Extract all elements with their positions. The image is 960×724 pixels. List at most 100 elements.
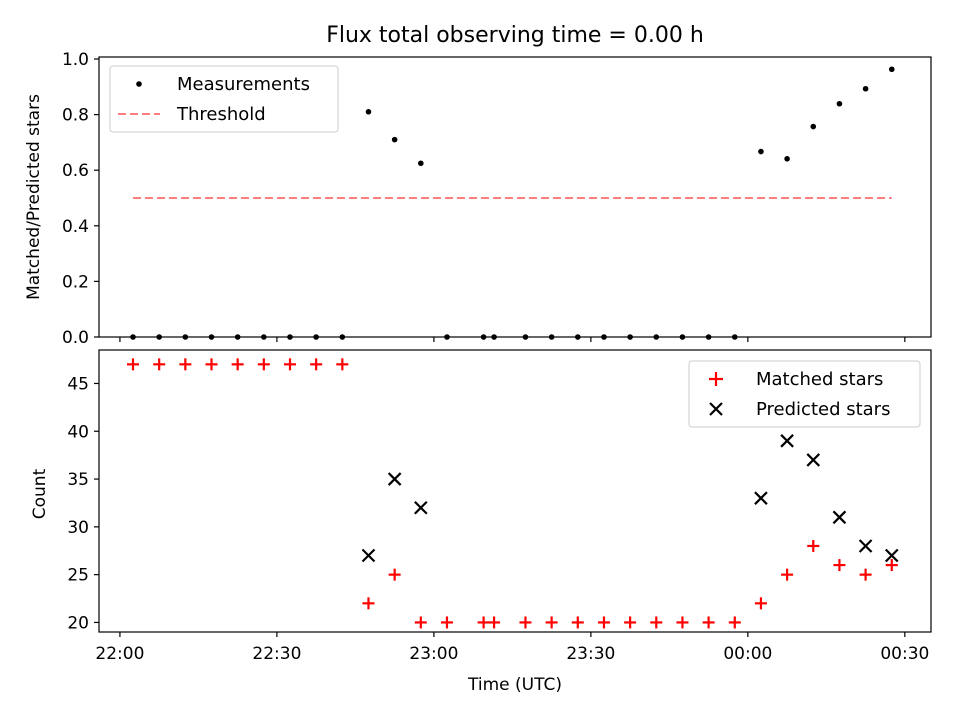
top-panel-frame (98, 56, 932, 338)
predicted-star-point (414, 500, 428, 515)
matched-star-point (336, 358, 349, 371)
matched-star-point (650, 616, 663, 629)
top-y-tick-label: 0.4 (62, 217, 89, 237)
matched-star-point (597, 616, 610, 629)
matched-star-point (362, 597, 375, 610)
predicted-star-point (858, 539, 873, 553)
matched-star-point (728, 616, 741, 629)
matched-star-point (179, 358, 192, 371)
x-tick-label: 23:00 (409, 644, 458, 664)
matched-star-point (754, 597, 767, 610)
matched-star-point (127, 358, 140, 371)
bottom-legend: Matched stars Predicted stars (688, 360, 921, 428)
bottom-y-ticks: 20 25 30 35 40 45 (67, 374, 99, 633)
top-legend: Measurements Threshold (109, 65, 339, 133)
bottom-panel: 20 25 30 35 40 45 22:00 22:30 23:00 23:30 00:00 00… (30, 349, 932, 695)
matched-star-point (153, 358, 166, 371)
matched-star-point (624, 616, 637, 629)
legend-predicted-label: Predicted stars (756, 399, 890, 420)
matched-star-point (205, 358, 218, 371)
matched-star-point (833, 559, 846, 572)
predicted-star-point (361, 548, 376, 563)
measurement-point (480, 334, 487, 340)
matched-star-point (257, 358, 270, 371)
matched-star-point (702, 616, 715, 629)
x-axis-label: Time (UTC) (467, 675, 562, 695)
measurement-point (339, 334, 346, 340)
measurement-point (522, 334, 529, 340)
measurement-point (548, 334, 555, 340)
measurement-point (574, 334, 581, 340)
legend-threshold-label: Threshold (176, 104, 266, 125)
predicted-star-point (387, 472, 402, 486)
measurement-point (784, 156, 790, 162)
bottom-y-tick-label: 30 (67, 518, 89, 538)
measurement-point (862, 85, 869, 92)
legend-measurements-label: Measurements (177, 74, 310, 95)
measurement-point (705, 334, 712, 340)
top-y-ticks: 0.0 0.2 0.4 0.6 0.8 1.0 (62, 50, 99, 348)
matched-star-point (414, 616, 427, 629)
matched-star-point (859, 568, 872, 581)
top-y-tick-label: 0.8 (62, 106, 89, 126)
predicted-star-point (780, 434, 794, 448)
top-y-axis-label: Matched/Predicted stars (24, 94, 44, 300)
matched-star-point (477, 616, 490, 629)
matched-star-point (676, 616, 689, 629)
matched-star-point (519, 616, 532, 629)
measurement-point (365, 109, 372, 115)
predicted-star-point (832, 510, 847, 525)
measurement-points (130, 66, 895, 340)
bottom-y-tick-label: 25 (67, 566, 89, 586)
predicted-star-point (806, 453, 821, 467)
measurement-point (182, 334, 189, 340)
legend-matched-label: Matched stars (756, 369, 883, 390)
measurement-point (418, 160, 424, 167)
top-y-tick-label: 0.0 (62, 328, 89, 348)
bottom-y-tick-label: 35 (67, 470, 89, 490)
measurement-point (208, 334, 215, 340)
matched-stars-points (127, 358, 898, 629)
bottom-legend-box (688, 360, 921, 428)
x-tick-label: 23:30 (566, 644, 615, 664)
matched-star-point (781, 568, 794, 581)
bottom-panel-frame (98, 349, 932, 633)
legend-measurements-marker (136, 81, 142, 87)
top-y-tick-label: 1.0 (62, 50, 89, 70)
bottom-y-tick-label: 20 (67, 613, 89, 633)
measurement-point (627, 334, 633, 340)
top-legend-box (109, 65, 339, 133)
measurement-point (156, 334, 162, 340)
measurement-point (758, 148, 764, 155)
measurement-point (391, 136, 398, 143)
legend-matched-marker (709, 372, 723, 386)
measurement-point (287, 334, 293, 340)
measurement-point (888, 66, 895, 73)
predicted-stars-points (361, 434, 899, 563)
matched-star-point (440, 616, 453, 629)
measurement-point (679, 334, 686, 340)
bottom-y-axis-label: Count (30, 468, 50, 519)
measurement-point (653, 334, 660, 340)
matched-star-point (388, 568, 401, 581)
top-panel: 0.0 0.2 0.4 0.6 0.8 1.0 Matched/Predicted sta… (24, 50, 932, 348)
figure-title: Flux total observing time = 0.00 h (326, 23, 704, 48)
top-x-ticks (119, 337, 906, 342)
measurement-point (261, 334, 267, 340)
x-tick-label: 00:30 (880, 644, 929, 664)
measurement-point (601, 334, 607, 340)
bottom-y-tick-label: 40 (67, 422, 89, 442)
x-tick-label: 00:00 (723, 644, 772, 664)
matched-star-point (231, 358, 244, 371)
measurement-point (313, 334, 319, 340)
bottom-x-ticks: 22:00 22:30 23:00 23:30 00:00 00:30 (95, 632, 929, 664)
top-y-tick-label: 0.2 (62, 272, 89, 292)
top-y-tick-label: 0.6 (62, 161, 89, 181)
measurement-point (836, 100, 843, 107)
bottom-y-tick-label: 45 (67, 374, 89, 394)
matched-star-point (545, 616, 558, 629)
measurement-point (491, 334, 497, 340)
matched-star-point (807, 539, 820, 552)
matched-star-point (283, 358, 296, 371)
